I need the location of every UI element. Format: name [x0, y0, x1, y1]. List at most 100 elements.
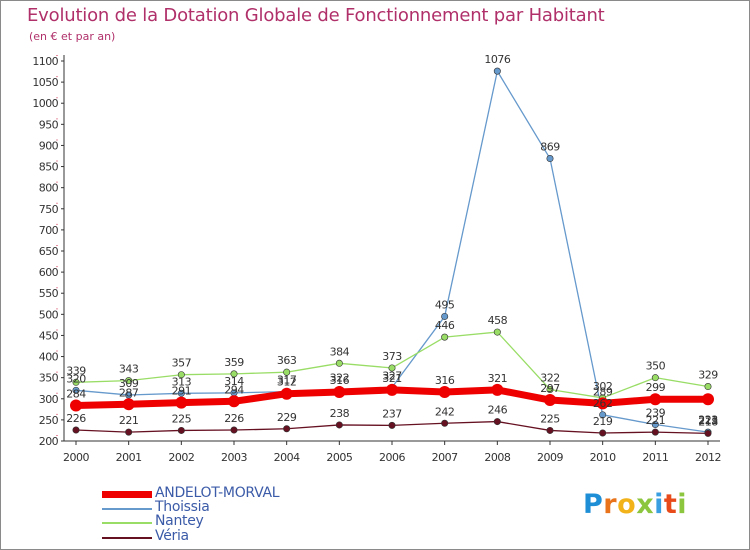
- data-label-nantey-2002: 357: [172, 357, 192, 370]
- point-v-ria-2006: [388, 421, 396, 429]
- data-label-andelot-morval-2008: 321: [488, 372, 508, 385]
- chart-title: Evolution de la Dotation Globale de Fonc…: [27, 5, 605, 26]
- x-tick-label-2009: 2009: [537, 451, 563, 464]
- point-andelot-morval-2002: [175, 396, 188, 409]
- point-nantey-2004: [283, 368, 291, 376]
- chart-subtitle: (en € et par an): [29, 30, 116, 43]
- data-label-v-ria-2012: 218: [698, 415, 718, 428]
- legend-label-nantey: Nantey: [155, 513, 204, 529]
- data-label-thoissia-2010: 262: [593, 397, 613, 410]
- data-label-overlay-2004: 312: [277, 376, 297, 389]
- point-andelot-morval-2009: [544, 394, 556, 407]
- y-tick-label-1050: 1050: [32, 76, 58, 89]
- point-nantey-2005: [335, 359, 343, 367]
- point-thoissia-2010: [599, 411, 607, 419]
- data-label-thoissia-2000: 320: [66, 372, 86, 385]
- y-tick-label-500: 500: [39, 308, 59, 321]
- point-thoissia-2008: [493, 67, 501, 75]
- point-andelot-morval-2001: [122, 398, 135, 411]
- point-v-ria-2011: [651, 428, 659, 436]
- y-tick-label-850: 850: [39, 161, 59, 174]
- point-andelot-morval-2010: [596, 397, 609, 410]
- point-thoissia-2001: [125, 391, 133, 399]
- point-v-ria-2000: [72, 426, 80, 434]
- x-tick-label-2002: 2002: [168, 451, 194, 464]
- point-andelot-morval-2006: [386, 383, 398, 396]
- data-label-overlay-2011: 299: [646, 381, 666, 394]
- y-tick-label-900: 900: [39, 139, 59, 152]
- y-tick-label-450: 450: [39, 329, 59, 342]
- y-tick-label-250: 250: [39, 414, 59, 427]
- data-label-overlay-2010: 289: [593, 385, 613, 398]
- data-label-overlay-2001: 287: [119, 386, 139, 399]
- data-label-v-ria-2004: 229: [277, 411, 297, 424]
- y-tick-label-1000: 1000: [32, 97, 58, 110]
- point-andelot-morval-2005: [333, 386, 346, 399]
- data-label-overlay-2009: 297: [540, 382, 560, 395]
- legend-label-thoissia: Thoissia: [155, 499, 210, 515]
- data-label-overlay-2012: 223: [698, 413, 718, 426]
- data-label-v-ria-2009: 225: [540, 412, 560, 425]
- x-tick-label-2003: 2003: [221, 451, 247, 464]
- data-label-v-ria-2000: 226: [66, 412, 86, 425]
- point-nantey-2009: [546, 385, 554, 393]
- point-v-ria-2001: [125, 428, 133, 436]
- y-tick-label-750: 750: [39, 203, 59, 216]
- data-label-thoissia-2008: 1076: [484, 53, 510, 66]
- point-v-ria-2007: [441, 419, 449, 427]
- proxiti-logo: Proxiti: [583, 489, 688, 520]
- data-label-thoissia-2009: 869: [540, 141, 560, 154]
- x-tick-label-2011: 2011: [642, 451, 668, 464]
- point-v-ria-2008: [493, 418, 501, 426]
- point-thoissia-2002: [177, 389, 185, 397]
- legend-label-andelot-morval: ANDELOT-MORVAL: [155, 485, 280, 501]
- data-label-overlay-2000: 284: [66, 388, 86, 401]
- data-label-thoissia-2005: 322: [330, 371, 350, 384]
- point-nantey-2001: [125, 377, 133, 385]
- point-andelot-morval-2000: [70, 399, 82, 412]
- data-label-thoissia-2006: 327: [382, 369, 402, 382]
- data-label-v-ria-2005: 238: [330, 407, 350, 420]
- data-label-andelot-morval-2007: 316: [435, 374, 455, 387]
- data-label-v-ria-2010: 219: [593, 415, 613, 428]
- point-andelot-morval-2012: [702, 393, 714, 406]
- legend-swatch-v-ria: [102, 537, 152, 539]
- x-tick-label-2010: 2010: [590, 451, 616, 464]
- point-andelot-morval-2004: [280, 387, 293, 400]
- point-v-ria-2005: [335, 421, 343, 429]
- point-thoissia-2011: [651, 421, 659, 429]
- point-andelot-morval-2003: [228, 395, 240, 408]
- y-tick-label-550: 550: [39, 287, 59, 300]
- point-v-ria-2004: [283, 425, 291, 433]
- x-tick-label-2012: 2012: [695, 451, 721, 464]
- x-tick-label-2001: 2001: [116, 451, 142, 464]
- data-label-nantey-2012: 329: [698, 369, 718, 382]
- y-tick-label-950: 950: [39, 118, 59, 131]
- point-andelot-morval-2011: [649, 393, 662, 406]
- data-label-nantey-2001: 343: [119, 363, 139, 376]
- point-v-ria-2009: [546, 426, 554, 434]
- data-label-nantey-2003: 359: [224, 356, 244, 369]
- legend-label-v-ria: Véria: [155, 528, 189, 544]
- data-label-v-ria-2001: 221: [119, 414, 139, 427]
- y-tick-label-300: 300: [39, 393, 59, 406]
- legend-swatch-thoissia: [102, 508, 152, 510]
- data-label-overlay-2006: 321: [382, 372, 402, 385]
- x-tick-label-2006: 2006: [379, 451, 405, 464]
- x-tick-label-2008: 2008: [484, 451, 510, 464]
- point-v-ria-2002: [177, 426, 185, 434]
- point-thoissia-2000: [72, 386, 80, 394]
- point-nantey-2008: [493, 328, 501, 336]
- data-label-nantey-2000: 339: [66, 364, 86, 377]
- data-label-thoissia-2012: 221: [698, 414, 718, 427]
- y-tick-label-600: 600: [39, 266, 59, 279]
- y-tick-label-700: 700: [39, 224, 59, 237]
- data-label-nantey-2009: 322: [540, 371, 560, 384]
- data-label-v-ria-2006: 237: [382, 407, 402, 420]
- x-tick-label-2005: 2005: [326, 451, 352, 464]
- point-nantey-2003: [230, 370, 238, 378]
- data-label-nantey-2006: 373: [382, 350, 402, 363]
- x-tick-label-2004: 2004: [274, 451, 300, 464]
